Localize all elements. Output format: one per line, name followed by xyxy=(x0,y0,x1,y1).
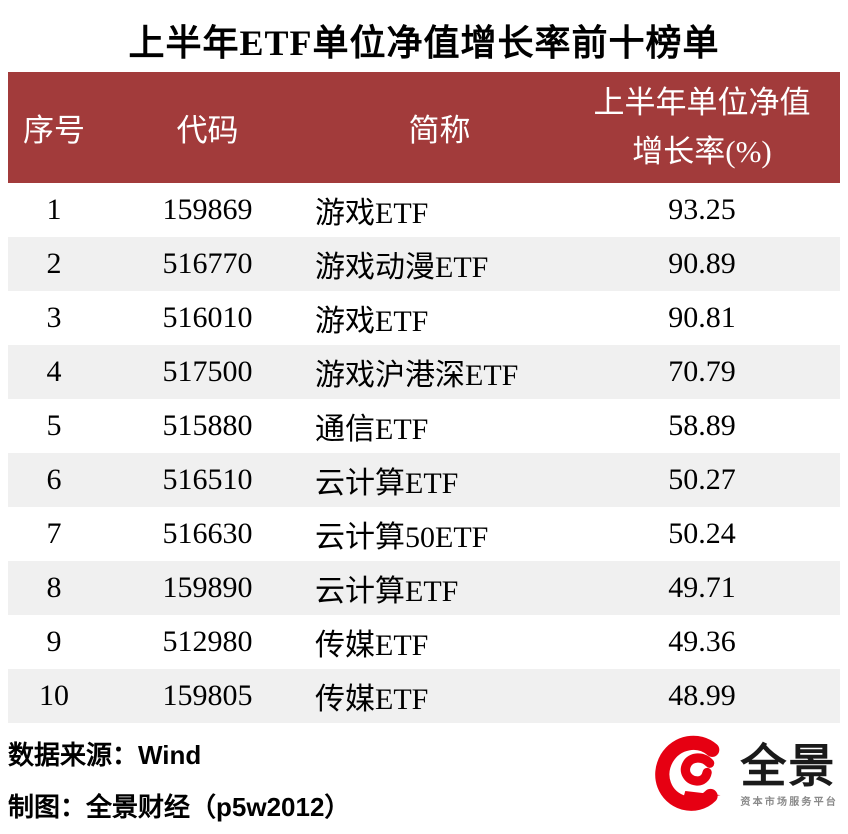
cell-rank: 5 xyxy=(46,409,62,442)
cell-growth: 50.27 xyxy=(668,463,736,496)
cell-code: 516510 xyxy=(162,463,253,496)
table-row: 5 515880 通信ETF 58.89 xyxy=(8,399,840,453)
footer: 数据来源：Wind 制图：全景财经（p5w2012） 全景 资本市场服务平台 xyxy=(8,725,840,834)
cell-code: 515880 xyxy=(162,409,253,442)
cell-name: 游戏ETF xyxy=(315,305,429,338)
cell-name: 云计算ETF xyxy=(315,575,459,608)
cell-name: 传媒ETF xyxy=(315,629,429,662)
column-header-name: 简称 xyxy=(408,113,471,148)
cell-code: 159869 xyxy=(162,193,253,226)
cell-growth: 48.99 xyxy=(668,679,736,712)
cell-rank: 4 xyxy=(46,355,62,388)
logo-tagline-text: 资本市场服务平台 xyxy=(740,796,838,808)
cell-growth: 70.79 xyxy=(668,355,736,388)
etf-ranking-table: 序号 代码 简称 上半年单位净值 增长率(%) 1 159869 游戏ETF 93.2… xyxy=(8,72,840,723)
cell-name: 通信ETF xyxy=(315,413,429,446)
page-title: 上半年ETF单位净值增长率前十榜单 xyxy=(128,23,720,63)
cell-name: 游戏沪港深ETF xyxy=(315,359,519,392)
table-row: 2 516770 游戏动漫ETF 90.89 xyxy=(8,237,840,291)
cell-name: 云计算ETF xyxy=(315,467,459,500)
cell-growth: 50.24 xyxy=(668,517,736,550)
cell-growth: 90.81 xyxy=(668,301,736,334)
column-header-rank: 序号 xyxy=(23,113,85,148)
cell-rank: 2 xyxy=(46,247,62,280)
cell-code: 512980 xyxy=(162,625,253,658)
cell-rank: 6 xyxy=(46,463,62,496)
table-row: 3 516010 游戏ETF 90.81 xyxy=(8,291,840,345)
cell-code: 517500 xyxy=(162,355,253,388)
column-header-growth-line2: 增长率(%) xyxy=(632,133,772,169)
cell-growth: 93.25 xyxy=(668,193,736,226)
cell-code: 516770 xyxy=(162,247,253,280)
table-row: 4 517500 游戏沪港深ETF 70.79 xyxy=(8,345,840,399)
cell-name: 传媒ETF xyxy=(315,683,429,716)
cell-code: 159805 xyxy=(162,679,253,712)
quanjing-logo: 全景 资本市场服务平台 xyxy=(650,733,838,817)
table-header-row: 序号 代码 简称 上半年单位净值 增长率(%) xyxy=(8,72,840,183)
table-row: 8 159890 云计算ETF 49.71 xyxy=(8,561,840,615)
table-row: 9 512980 传媒ETF 49.36 xyxy=(8,615,840,669)
column-header-growth-line1: 上半年单位净值 xyxy=(593,85,811,121)
logo-name-text: 全景 xyxy=(740,739,837,792)
column-header-code: 代码 xyxy=(176,113,239,148)
cell-growth: 49.36 xyxy=(668,625,736,658)
table-row: 10 159805 传媒ETF 48.99 xyxy=(8,669,840,723)
cell-rank: 3 xyxy=(46,301,62,334)
cell-rank: 7 xyxy=(46,517,62,550)
cell-name: 云计算50ETF xyxy=(315,521,489,554)
cell-growth: 49.71 xyxy=(668,571,736,604)
cell-growth: 58.89 xyxy=(668,409,736,442)
cell-code: 516010 xyxy=(162,301,253,334)
cell-code: 159890 xyxy=(162,571,253,604)
credit-text: 制图：全景财经（p5w2012） xyxy=(8,792,351,822)
table-row: 6 516510 云计算ETF 50.27 xyxy=(8,453,840,507)
cell-rank: 10 xyxy=(39,679,69,712)
cell-rank: 1 xyxy=(46,193,62,226)
table-row: 7 516630 云计算50ETF 50.24 xyxy=(8,507,840,561)
data-source-text: 数据来源：Wind xyxy=(8,740,202,770)
cell-rank: 9 xyxy=(46,625,62,658)
logo-swirl-icon xyxy=(650,733,734,817)
cell-code: 516630 xyxy=(162,517,253,550)
cell-name: 游戏ETF xyxy=(315,197,429,230)
column-header-growth: 上半年单位净值 增长率(%) xyxy=(564,79,840,175)
cell-growth: 90.89 xyxy=(668,247,736,280)
cell-rank: 8 xyxy=(46,571,62,604)
table-body: 1 159869 游戏ETF 93.25 2 516770 游戏动漫ETF 90.89 3 516… xyxy=(8,183,840,723)
cell-name: 游戏动漫ETF xyxy=(315,251,489,284)
table-row: 1 159869 游戏ETF 93.25 xyxy=(8,183,840,237)
